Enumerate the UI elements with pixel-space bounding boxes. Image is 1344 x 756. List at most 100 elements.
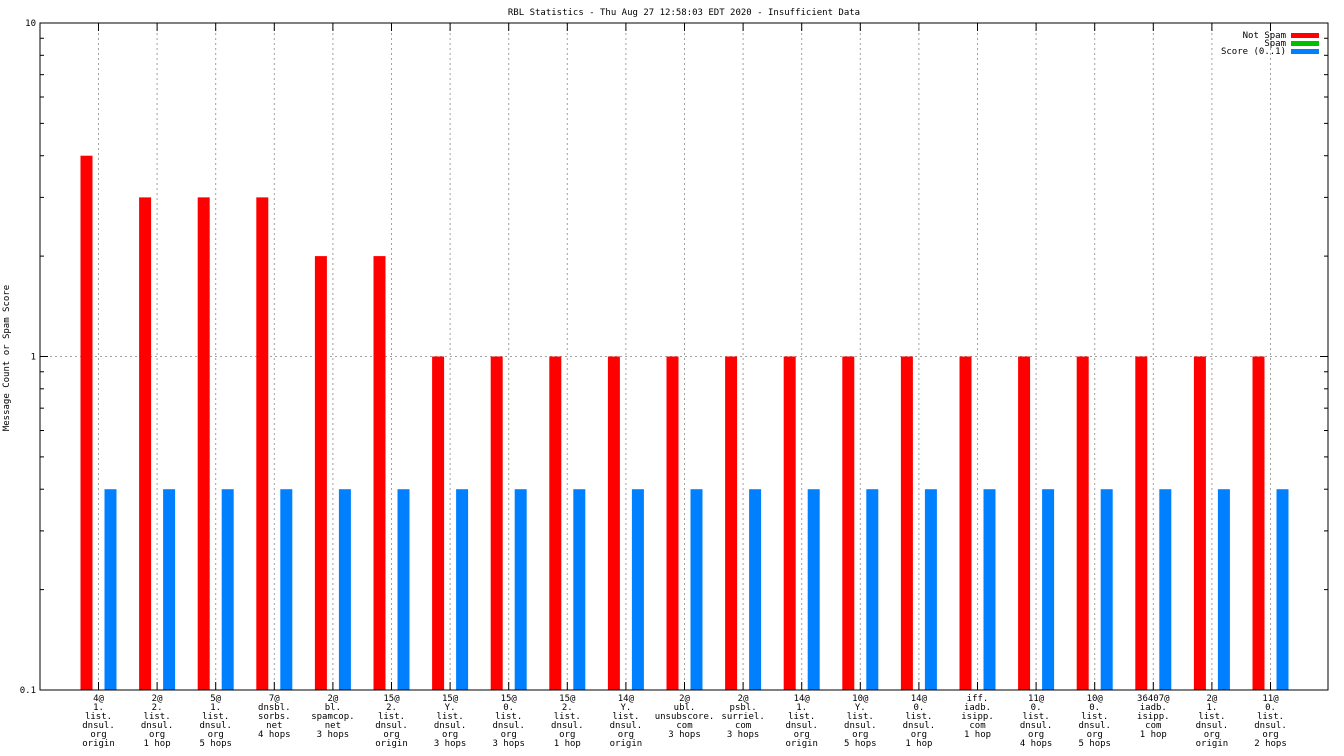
bar-score <box>1100 489 1113 690</box>
x-tick-label: net <box>266 721 282 731</box>
bar-score <box>1217 489 1230 690</box>
x-tick-label: 5 hops <box>199 739 232 749</box>
x-tick-label: 2@ <box>152 694 163 704</box>
x-tick-label: 0. <box>1265 703 1276 713</box>
x-tick-label: sorbs. <box>258 712 291 722</box>
bar-not-spam <box>1135 356 1148 690</box>
x-tick-label: 3 hops <box>434 739 467 749</box>
bar-score <box>221 489 234 690</box>
x-tick-label: dnsul. <box>1078 721 1111 731</box>
bars-layer <box>80 155 1289 690</box>
bar-score <box>338 489 351 690</box>
y-axis-label: Message Count or Spam Score <box>2 285 12 431</box>
bar-not-spam <box>783 356 796 690</box>
x-tick-label: 0. <box>913 703 924 713</box>
x-tick-label: list. <box>612 712 639 722</box>
x-tick-label: 2 hops <box>1254 739 1287 749</box>
x-tick-label: spamcop. <box>311 712 354 722</box>
x-tick-label: com <box>1145 721 1161 731</box>
x-tick-label: 1. <box>210 703 221 713</box>
y-tick-label: 0.1 <box>20 686 36 696</box>
x-tick-label: 1. <box>93 703 104 713</box>
x-tick-label: list. <box>1081 712 1108 722</box>
x-tick-labels: 4@1.list.dnsul.orgorigin2@2.list.dnsul.o… <box>82 694 1287 749</box>
grid-layer <box>40 23 1328 690</box>
x-tick-label: Y. <box>620 703 631 713</box>
bar-score <box>397 489 410 690</box>
x-tick-label: org <box>1262 730 1278 740</box>
x-tick-label: org <box>794 730 810 740</box>
x-tick-label: 2@ <box>738 694 749 704</box>
x-tick-label: dnsul. <box>82 721 115 731</box>
x-tick-label: 5@ <box>210 694 221 704</box>
bar-not-spam <box>432 356 445 690</box>
plot-frame <box>39 22 1329 691</box>
x-tick-label: list. <box>1257 712 1284 722</box>
bar-not-spam <box>607 356 620 690</box>
y-tick-label: 1 <box>31 353 36 363</box>
bar-score <box>163 489 176 690</box>
bar-score <box>280 489 293 690</box>
x-tick-label: 2@ <box>327 694 338 704</box>
bar-not-spam <box>373 256 386 690</box>
x-tick-label: 10@ <box>852 694 869 704</box>
x-tick-label: org <box>208 730 224 740</box>
x-tick-label: dnsul. <box>610 721 643 731</box>
x-tick-label: dnsul. <box>551 721 584 731</box>
x-tick-label: 3 hops <box>727 730 760 740</box>
bar-score <box>1276 489 1289 690</box>
x-tick-label: org <box>442 730 458 740</box>
x-tick-label: Y. <box>855 703 866 713</box>
bar-not-spam <box>959 356 972 690</box>
x-tick-label: 14@ <box>618 694 635 704</box>
x-tick-label: dnsul. <box>1020 721 1053 731</box>
bar-score <box>807 489 820 690</box>
bar-score <box>631 489 644 690</box>
bar-score <box>1159 489 1172 690</box>
x-tick-label: dnsbl. <box>258 703 291 713</box>
x-tick-label: iadb. <box>1140 703 1167 713</box>
bar-score <box>690 489 703 690</box>
x-tick-label: origin <box>785 739 818 749</box>
x-tick-label: dnsul. <box>1254 721 1287 731</box>
bar-score <box>514 489 527 690</box>
x-tick-label: list. <box>1198 712 1225 722</box>
x-tick-label: dnsul. <box>434 721 467 731</box>
x-tick-label: 3 hops <box>668 730 701 740</box>
x-tick-label: Y. <box>445 703 456 713</box>
x-tick-label: 2@ <box>679 694 690 704</box>
x-tick-label: org <box>383 730 399 740</box>
x-tick-label: iff. <box>967 694 989 704</box>
x-tick-label: net <box>325 721 341 731</box>
x-tick-label: origin <box>1196 739 1229 749</box>
x-tick-label: 4 hops <box>1020 739 1053 749</box>
bar-not-spam <box>1252 356 1265 690</box>
bar-not-spam <box>1076 356 1089 690</box>
x-tick-label: 10@ <box>1087 694 1104 704</box>
x-tick-label: 2. <box>152 703 163 713</box>
x-tick-label: 15@ <box>442 694 459 704</box>
x-tick-label: list. <box>495 712 522 722</box>
x-tick-label: list. <box>85 712 112 722</box>
x-tick-label: isipp. <box>961 712 994 722</box>
bar-not-spam <box>139 197 152 690</box>
x-tick-label: dnsul. <box>785 721 818 731</box>
x-tick-label: com <box>735 721 751 731</box>
bar-not-spam <box>666 356 679 690</box>
x-tick-label: 15@ <box>501 694 518 704</box>
x-tick-label: 14@ <box>911 694 928 704</box>
x-tick-label: ubl. <box>674 703 696 713</box>
x-tick-label: origin <box>375 739 408 749</box>
x-tick-label: 1. <box>1206 703 1217 713</box>
x-tick-label: list. <box>554 712 581 722</box>
x-tick-label: dnsul. <box>844 721 877 731</box>
bar-not-spam <box>490 356 503 690</box>
x-tick-label: 15@ <box>383 694 400 704</box>
x-tick-label: unsubscore. <box>655 712 715 722</box>
legend-swatch <box>1291 41 1319 46</box>
x-tick-label: 1 hop <box>144 739 171 749</box>
x-tick-label: org <box>559 730 575 740</box>
x-tick-label: isipp. <box>1137 712 1170 722</box>
x-tick-label: surriel. <box>721 712 764 722</box>
bar-score <box>104 489 117 690</box>
